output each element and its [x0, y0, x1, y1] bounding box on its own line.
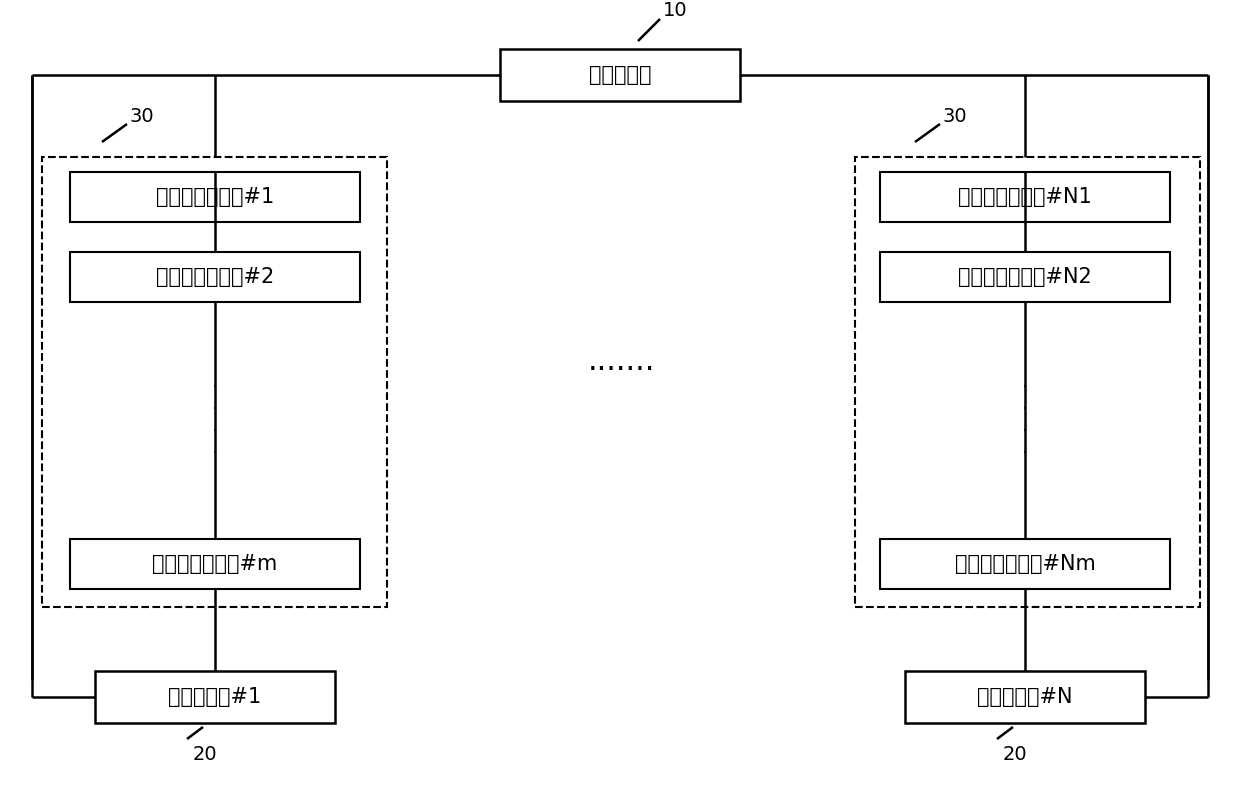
Text: 数字转换器#N: 数字转换器#N — [977, 687, 1073, 707]
Text: 20: 20 — [1003, 746, 1027, 765]
Text: ·
·
·
·: · · · · — [212, 378, 218, 463]
Text: 单光子探测单元#N2: 单光子探测单元#N2 — [959, 267, 1092, 287]
Text: 30: 30 — [942, 108, 967, 126]
Bar — [880, 252, 1171, 302]
Bar — [500, 49, 740, 101]
Bar — [856, 157, 1200, 607]
Text: ·
·
·
·: · · · · — [1022, 378, 1028, 463]
Text: 30: 30 — [130, 108, 154, 126]
Text: .......: ....... — [588, 348, 655, 377]
Bar — [69, 172, 360, 222]
Bar — [880, 172, 1171, 222]
Text: 20: 20 — [192, 746, 217, 765]
Text: 10: 10 — [662, 2, 687, 20]
Text: 数字转换器#1: 数字转换器#1 — [169, 687, 262, 707]
Bar — [95, 671, 335, 723]
Bar — [69, 252, 360, 302]
Text: 单光子探测单元#N1: 单光子探测单元#N1 — [959, 187, 1092, 207]
Text: 单光子探测单元#m: 单光子探测单元#m — [153, 554, 278, 574]
Bar — [69, 539, 360, 589]
Bar — [880, 539, 1171, 589]
Bar — [905, 671, 1145, 723]
Text: 单光子探测单元#1: 单光子探测单元#1 — [156, 187, 274, 207]
Text: 主控处理器: 主控处理器 — [589, 65, 651, 85]
Bar — [42, 157, 387, 607]
Text: 单光子探测单元#Nm: 单光子探测单元#Nm — [955, 554, 1095, 574]
Text: 单光子探测单元#2: 单光子探测单元#2 — [156, 267, 274, 287]
